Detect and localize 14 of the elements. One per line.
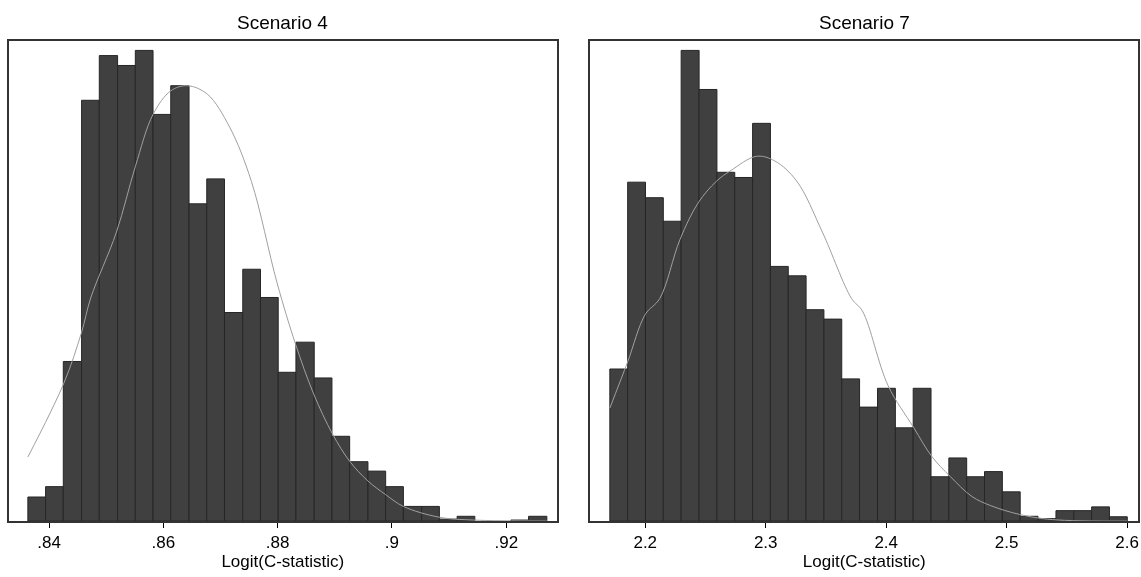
- x-tick-label: 2.4: [874, 533, 899, 553]
- x-tick-label: .84: [37, 533, 61, 553]
- x-tick-label: 2.3: [753, 533, 778, 553]
- chart-title: Scenario 7: [819, 12, 910, 33]
- x-tick-label: .92: [494, 533, 519, 553]
- x-tick-label: .88: [265, 533, 290, 553]
- x-axis-title: Logit(C-statistic): [221, 552, 345, 572]
- x-tick-label: .86: [151, 533, 176, 553]
- x-axis-title: Logit(C-statistic): [802, 552, 926, 572]
- x-tick-label: 2.2: [633, 533, 658, 553]
- x-tick-label: 2.5: [994, 533, 1019, 553]
- x-tick-label: 2.6: [1115, 533, 1139, 553]
- x-tick-label: .9: [384, 533, 400, 553]
- chart-title: Scenario 4: [237, 12, 329, 33]
